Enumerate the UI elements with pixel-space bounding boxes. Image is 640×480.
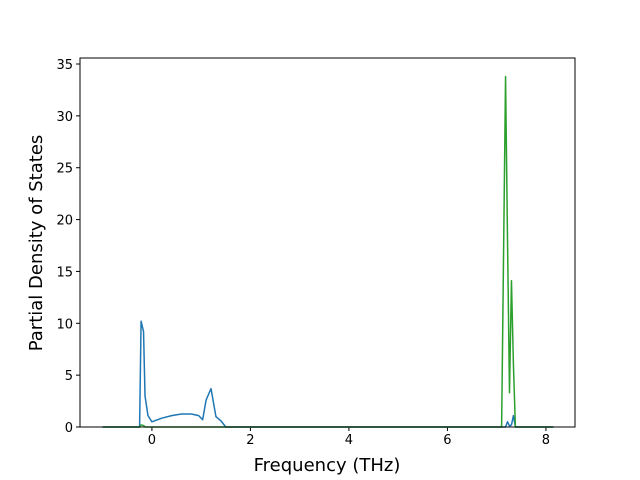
x-tick-label: 4 xyxy=(345,433,353,448)
y-tick-label: 20 xyxy=(56,214,73,229)
y-tick-label: 10 xyxy=(56,317,73,332)
plot-frame xyxy=(79,57,576,428)
x-tick-label: 0 xyxy=(148,433,156,448)
series-line xyxy=(102,320,554,428)
series-line xyxy=(102,75,554,428)
y-tick-label: 5 xyxy=(65,369,73,384)
y-tick-label: 15 xyxy=(56,265,73,280)
y-tick-label: 0 xyxy=(65,421,73,436)
x-axis-label: Frequency (THz) xyxy=(254,455,401,476)
x-tick-label: 2 xyxy=(246,433,254,448)
x-tick-label: 6 xyxy=(443,433,451,448)
y-tick-label: 35 xyxy=(56,58,73,73)
y-tick-label: 25 xyxy=(56,162,73,177)
y-tick-label: 30 xyxy=(56,110,73,125)
y-axis-label: Partial Density of States xyxy=(26,135,47,352)
x-tick-label: 8 xyxy=(542,433,550,448)
